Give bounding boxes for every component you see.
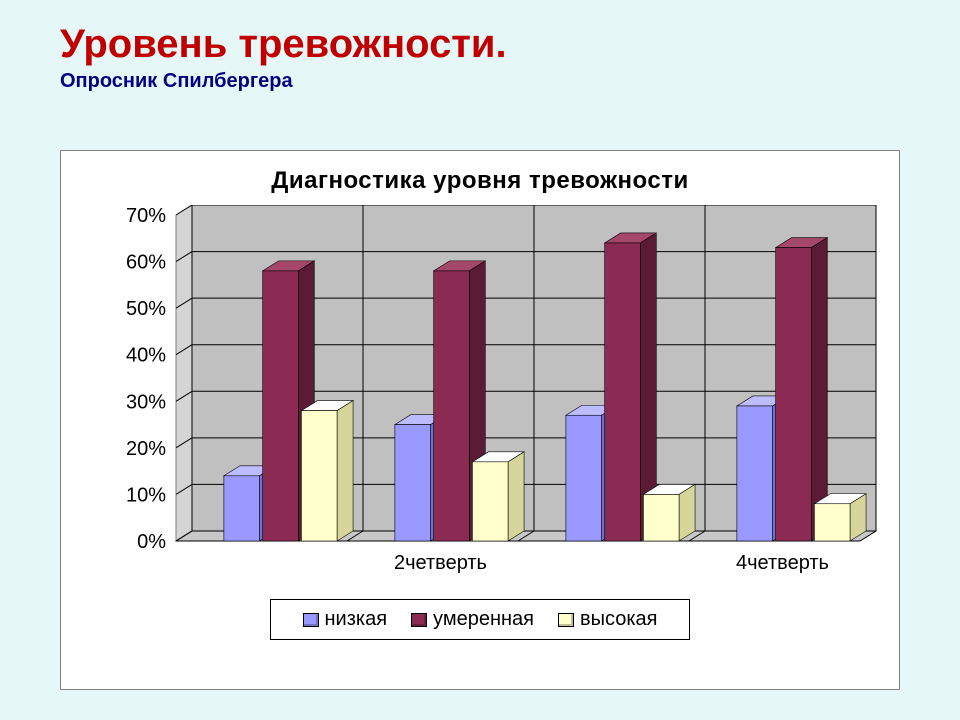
anxiety-bar-chart: 0% 10% 20% 30% 40% 50% 60% 70% 2четверть 4четверт… bbox=[80, 205, 880, 585]
legend-swatch bbox=[303, 613, 319, 627]
legend-label: низкая bbox=[325, 608, 388, 631]
legend: низкая умеренная высокая bbox=[270, 599, 690, 640]
y-tick-label: 30% bbox=[126, 391, 166, 413]
y-tick-label: 70% bbox=[126, 205, 166, 227]
page-title: Уровень тревожности. bbox=[60, 22, 960, 66]
legend-swatch bbox=[558, 613, 574, 627]
page-subtitle: Опросник Спилбергера bbox=[60, 70, 960, 93]
legend-label: высокая bbox=[580, 608, 658, 631]
x-tick-label: 2четверть bbox=[394, 552, 487, 574]
y-tick-label: 20% bbox=[126, 438, 166, 460]
y-tick-label: 60% bbox=[126, 252, 166, 274]
x-tick-label: 4четверть bbox=[736, 552, 829, 574]
chart-title: Диагностика уровня тревожности bbox=[61, 167, 899, 195]
slide: Уровень тревожности. Опросник Спилбергер… bbox=[0, 0, 960, 720]
legend-swatch bbox=[411, 613, 427, 627]
legend-item: низкая bbox=[303, 608, 388, 631]
legend-label: умеренная bbox=[433, 608, 534, 631]
legend-item: умеренная bbox=[411, 608, 534, 631]
chart-container: Диагностика уровня тревожности 0% 10% 20% 3… bbox=[60, 150, 900, 690]
y-tick-label: 0% bbox=[137, 531, 166, 553]
legend-item: высокая bbox=[558, 608, 658, 631]
y-tick-label: 50% bbox=[126, 298, 166, 320]
y-tick-label: 40% bbox=[126, 345, 166, 367]
y-tick-label: 10% bbox=[126, 484, 166, 506]
header: Уровень тревожности. Опросник Спилбергер… bbox=[0, 0, 960, 99]
